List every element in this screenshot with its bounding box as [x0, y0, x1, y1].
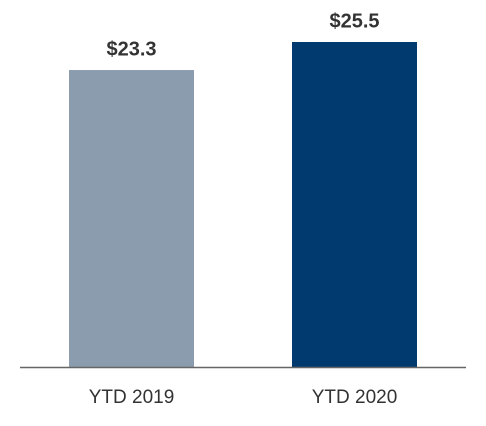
x-tick-label: YTD 2019	[89, 387, 175, 408]
value-label: $23.3	[106, 38, 156, 60]
bar	[69, 70, 194, 367]
bar	[292, 42, 417, 367]
value-label: $25.5	[329, 10, 379, 32]
x-tick-label: YTD 2020	[312, 387, 398, 408]
